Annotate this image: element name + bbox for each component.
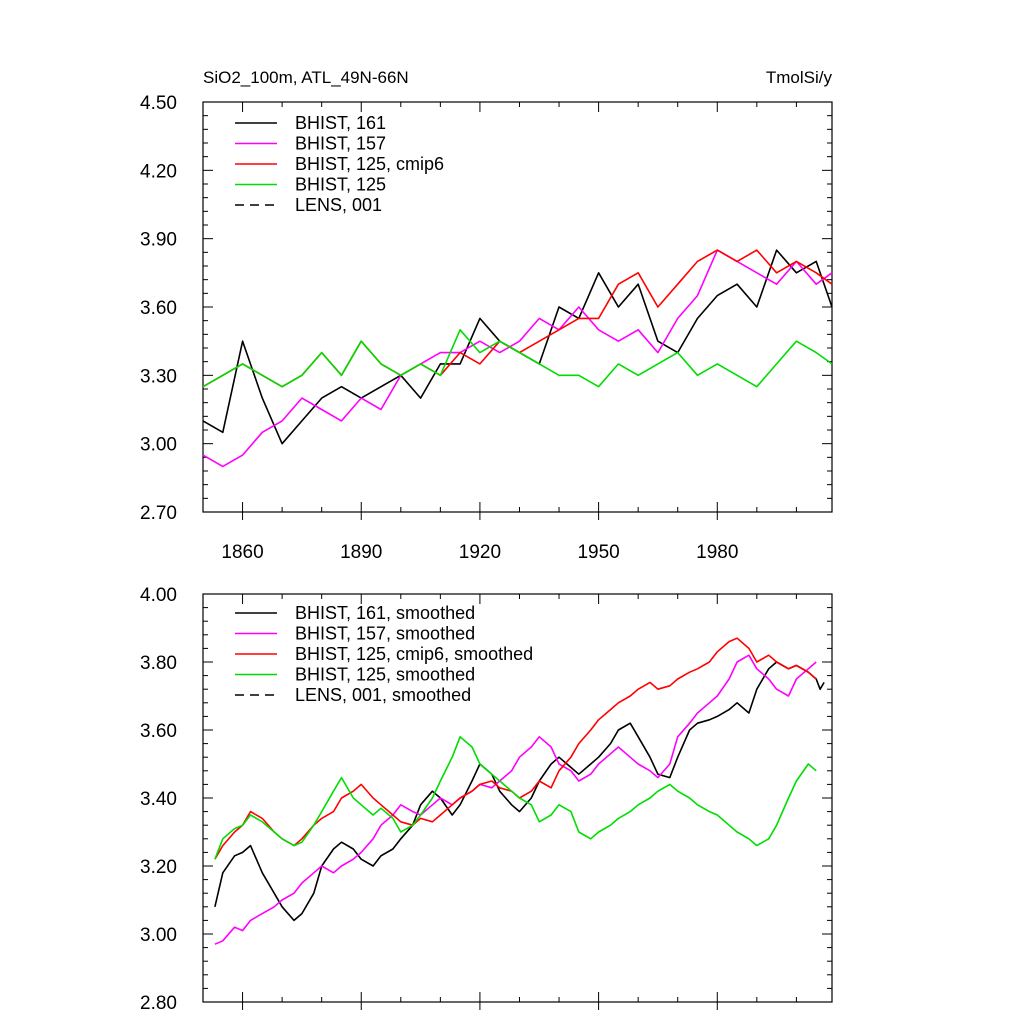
y-tick-label: 2.70 [140,503,177,524]
legend-label: LENS, 001, smoothed [295,685,471,705]
series-line [202,328,833,388]
y-tick-label: 4.00 [140,585,177,606]
y-tick-label: 3.90 [140,230,177,251]
legend-label: BHIST, 125 [295,175,386,195]
y-tick-label: 3.30 [140,366,177,387]
series-line [202,249,833,445]
series-line [214,661,825,922]
top-panel: SiO2_100m, ATL_49N-66N TmolSi/y 2.70 3.00… [140,68,833,563]
legend-label: BHIST, 157 [295,134,386,154]
y-tick-label: 4.50 [140,93,177,114]
y-tick-label: 3.00 [140,925,177,946]
bottom-panel-axes: 2.80 3.00 3.20 3.40 3.60 3.80 4.00 [140,585,833,1014]
top-panel-axes: 2.70 3.00 3.30 3.60 3.90 4.20 4.50 1860 1890 1920… [140,93,833,563]
y-tick-label: 4.20 [140,161,177,182]
series-line [202,249,833,468]
y-tick-label: 3.40 [140,789,177,810]
series-line [214,654,817,945]
y-tick-label: 3.60 [140,721,177,742]
x-tick-label: 1980 [696,542,738,563]
legend-label: BHIST, 125, smoothed [295,665,475,685]
y-tick-label: 2.80 [140,993,177,1014]
bottom-panel-lines [214,637,825,945]
legend-label: BHIST, 125, cmip6, smoothed [295,644,533,664]
x-tick-label: 1890 [340,542,382,563]
series-line [214,735,817,860]
y-tick-label: 3.60 [140,298,177,319]
y-tick-label: 3.80 [140,653,177,674]
y-tick-label: 3.00 [140,435,177,456]
x-tick-label: 1920 [459,542,501,563]
top-panel-title-left: SiO2_100m, ATL_49N-66N [203,68,409,87]
x-tick-label: 1860 [221,542,263,563]
x-tick-label: 1950 [577,542,619,563]
legend-label: LENS, 001 [295,195,382,215]
series-line [202,249,833,388]
legend-label: BHIST, 161, smoothed [295,603,475,623]
top-panel-title-right: TmolSi/y [766,68,833,87]
bottom-panel: 2.80 3.00 3.20 3.40 3.60 3.80 4.00 BHIST, 161,… [140,585,833,1014]
legend-label: BHIST, 161 [295,113,386,133]
top-panel-lines [202,249,833,468]
legend-label: BHIST, 125, cmip6 [295,154,444,174]
y-tick-label: 3.20 [140,857,177,878]
legend-label: BHIST, 157, smoothed [295,624,475,644]
